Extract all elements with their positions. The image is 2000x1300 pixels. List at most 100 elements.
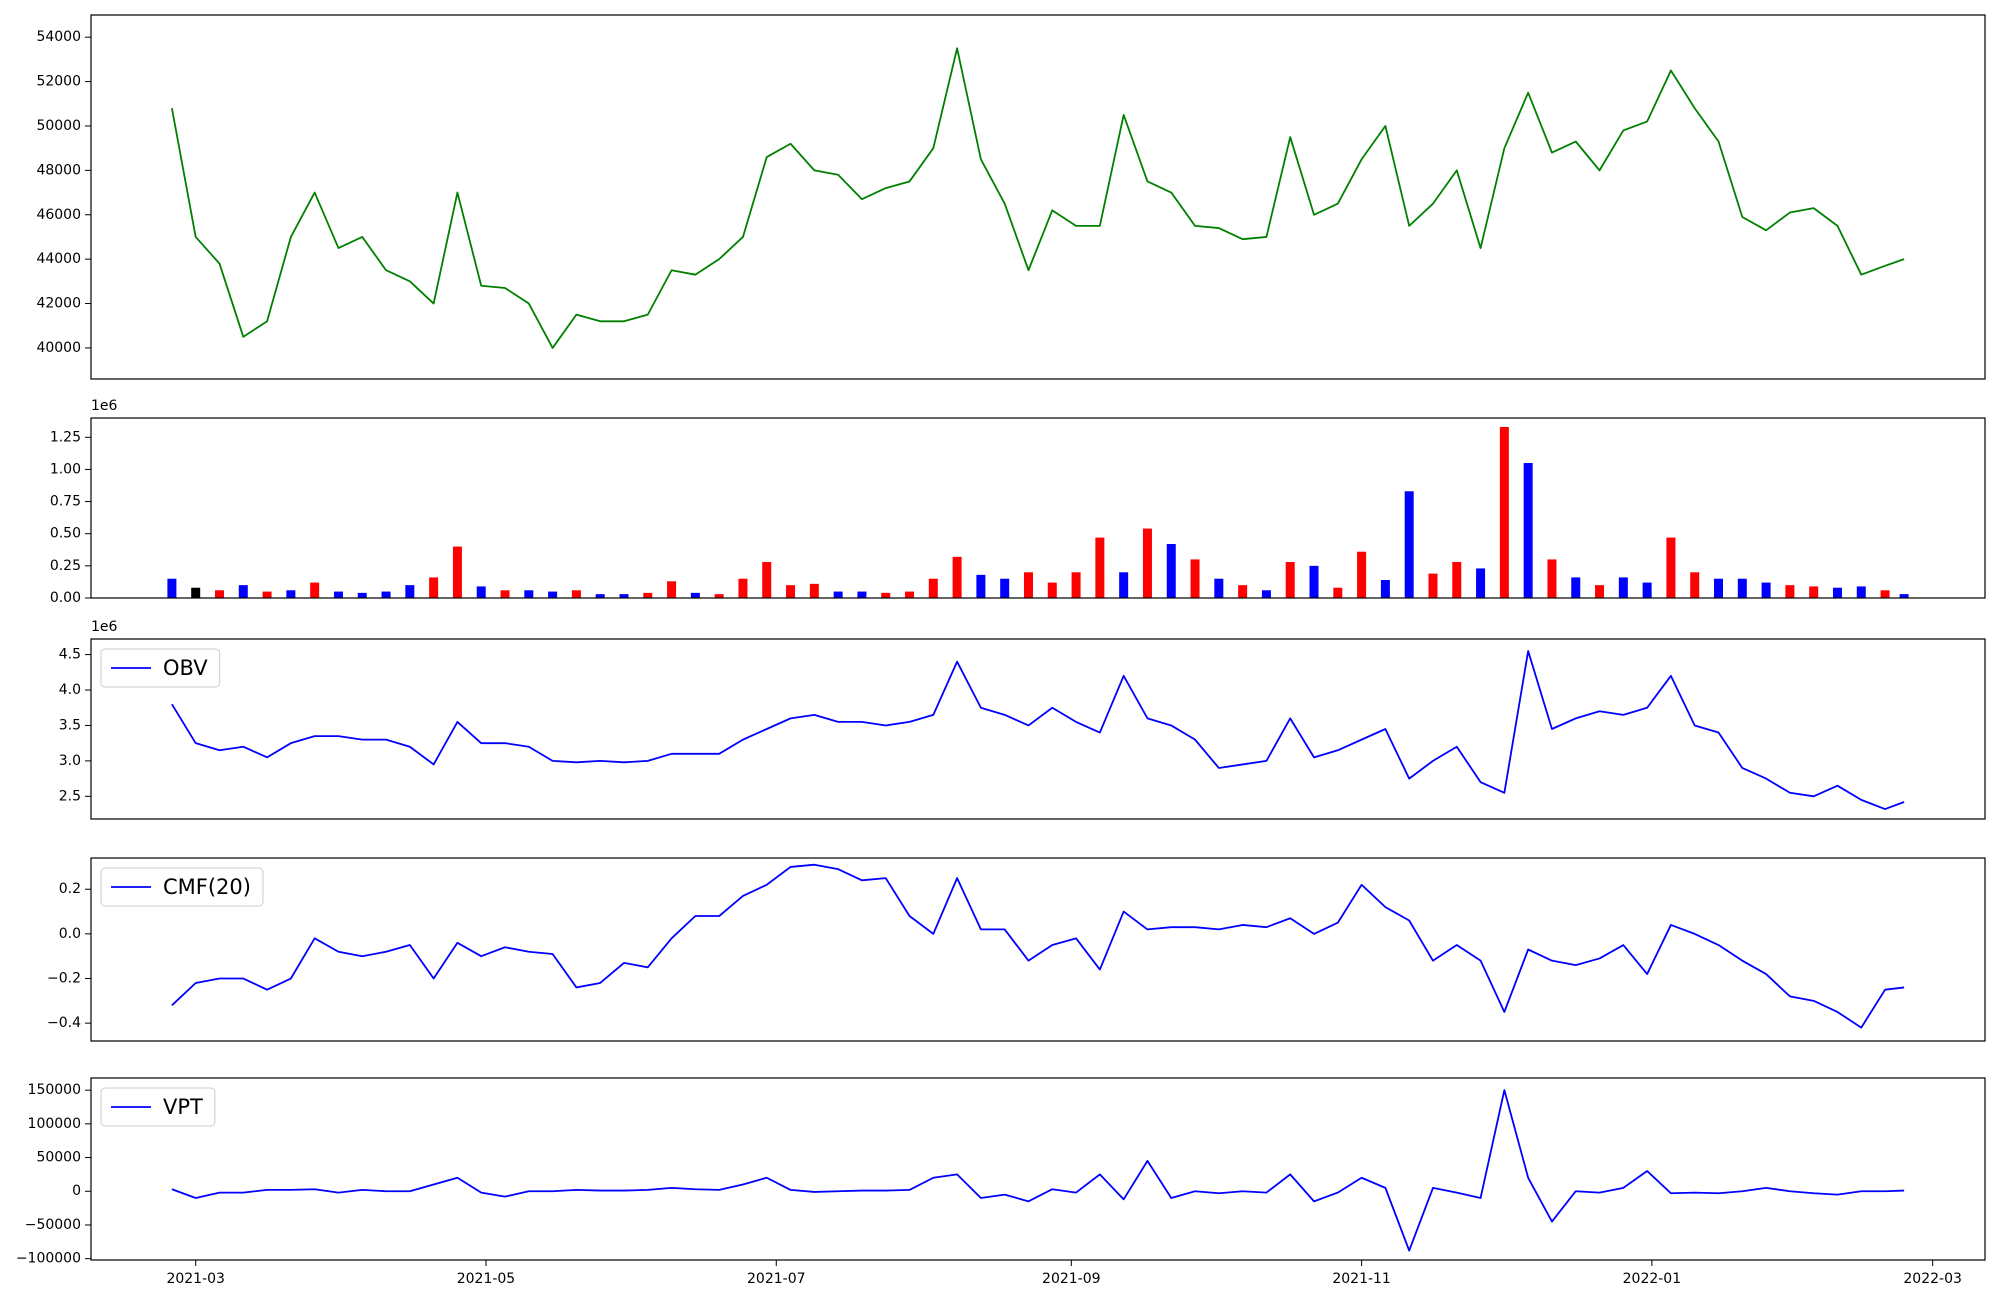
y-tick-label: 0.0 <box>59 926 81 942</box>
y-tick-label: 0.2 <box>59 881 81 897</box>
bar <box>1452 562 1462 598</box>
bar <box>1166 544 1176 598</box>
bar <box>786 585 796 598</box>
y-tick-label: 3.5 <box>59 717 81 733</box>
bar <box>714 594 724 598</box>
panel: −0.4 −0.2 0.0 0.2 CMF(20) <box>47 857 1986 1042</box>
legend: OBV <box>100 648 221 688</box>
x-tick-label: 2022-03 <box>1903 1271 1962 1287</box>
y-tick-label: 0.75 <box>50 494 81 510</box>
bar <box>1095 537 1105 598</box>
bar <box>1214 578 1224 598</box>
bar <box>1571 577 1581 598</box>
bar <box>690 592 700 598</box>
bar <box>1404 491 1414 598</box>
bar <box>405 585 415 598</box>
bar <box>1285 562 1295 598</box>
y-tick-label: 48000 <box>36 162 81 178</box>
bar <box>952 556 962 598</box>
bar <box>1190 559 1200 598</box>
y-tick-label: 54000 <box>36 29 81 45</box>
y-tick-label: 4.5 <box>59 647 81 663</box>
bar <box>310 582 320 598</box>
bar <box>1856 586 1866 598</box>
y-tick-label: 40000 <box>36 340 81 356</box>
bar <box>1142 528 1152 598</box>
bar <box>1238 585 1248 598</box>
y-tick-label: −0.4 <box>47 1015 81 1031</box>
bar <box>833 591 843 598</box>
y-tick-label: 50000 <box>36 118 81 134</box>
bar <box>1047 582 1057 598</box>
bar <box>357 592 367 598</box>
bar <box>1261 590 1271 598</box>
legend: CMF(20) <box>100 867 264 907</box>
bar <box>1523 463 1533 598</box>
panel: 2.5 3.0 3.5 4.0 4.5 1e6 OBV <box>59 619 1986 820</box>
line <box>171 47 1905 349</box>
y-tick-label: 52000 <box>36 74 81 90</box>
line <box>171 863 1905 1029</box>
bar <box>1737 578 1747 598</box>
bar <box>1642 582 1652 598</box>
bar <box>738 578 748 598</box>
bar <box>1023 572 1033 598</box>
y-tick-label: −100000 <box>16 1251 81 1267</box>
bar <box>976 574 986 598</box>
bar <box>667 581 677 598</box>
offset-label: 1e6 <box>91 619 118 635</box>
bar <box>286 590 296 598</box>
y-tick-label: 0 <box>72 1183 81 1199</box>
bar <box>1309 565 1319 598</box>
bar <box>1071 572 1081 598</box>
y-tick-label: 0.50 <box>50 526 81 542</box>
x-tick-label: 2021-05 <box>457 1271 516 1287</box>
legend-label: OBV <box>163 656 208 680</box>
plot-frame <box>90 638 1986 820</box>
y-tick-label: 0.25 <box>50 558 81 574</box>
bar <box>905 591 915 598</box>
bar <box>500 590 510 598</box>
bar <box>524 590 534 598</box>
bar <box>1476 568 1486 598</box>
y-tick-label: 42000 <box>36 296 81 312</box>
bar <box>762 562 772 598</box>
bar <box>643 592 653 598</box>
bar <box>262 591 272 598</box>
y-tick-label: −0.2 <box>47 971 81 987</box>
bar <box>167 578 177 598</box>
bar <box>1785 585 1795 598</box>
bar <box>429 577 439 598</box>
legend-label: VPT <box>163 1095 203 1119</box>
x-tick-label: 2021-07 <box>747 1271 806 1287</box>
panel: −100000 −50000 0 50000 100000 150000 2021-03 20… <box>16 1077 1986 1287</box>
bar <box>1000 578 1010 598</box>
y-tick-label: 1.25 <box>50 429 81 445</box>
y-tick-label: 150000 <box>28 1082 81 1098</box>
y-tick-label: 0.00 <box>50 590 81 606</box>
y-tick-label: −50000 <box>25 1217 81 1233</box>
bar <box>1380 580 1390 598</box>
plot-frame <box>90 14 1986 380</box>
bar <box>1428 573 1438 598</box>
bar <box>809 583 819 598</box>
bar <box>1119 572 1129 598</box>
plot-frame <box>90 857 1986 1042</box>
bar <box>1899 594 1909 598</box>
bar <box>857 591 867 598</box>
y-tick-label: 50000 <box>36 1150 81 1166</box>
legend-box <box>100 1087 216 1127</box>
y-tick-label: 44000 <box>36 251 81 267</box>
y-tick-label: 3.0 <box>59 753 81 769</box>
bar <box>238 585 248 598</box>
line <box>171 650 1905 810</box>
y-tick-label: 100000 <box>28 1116 81 1132</box>
bar <box>1333 587 1343 598</box>
bar <box>619 594 629 598</box>
bar <box>476 586 486 598</box>
line <box>171 1089 1905 1252</box>
y-tick-label: 1.00 <box>50 461 81 477</box>
x-tick-label: 2021-11 <box>1332 1271 1391 1287</box>
bar <box>1714 578 1724 598</box>
